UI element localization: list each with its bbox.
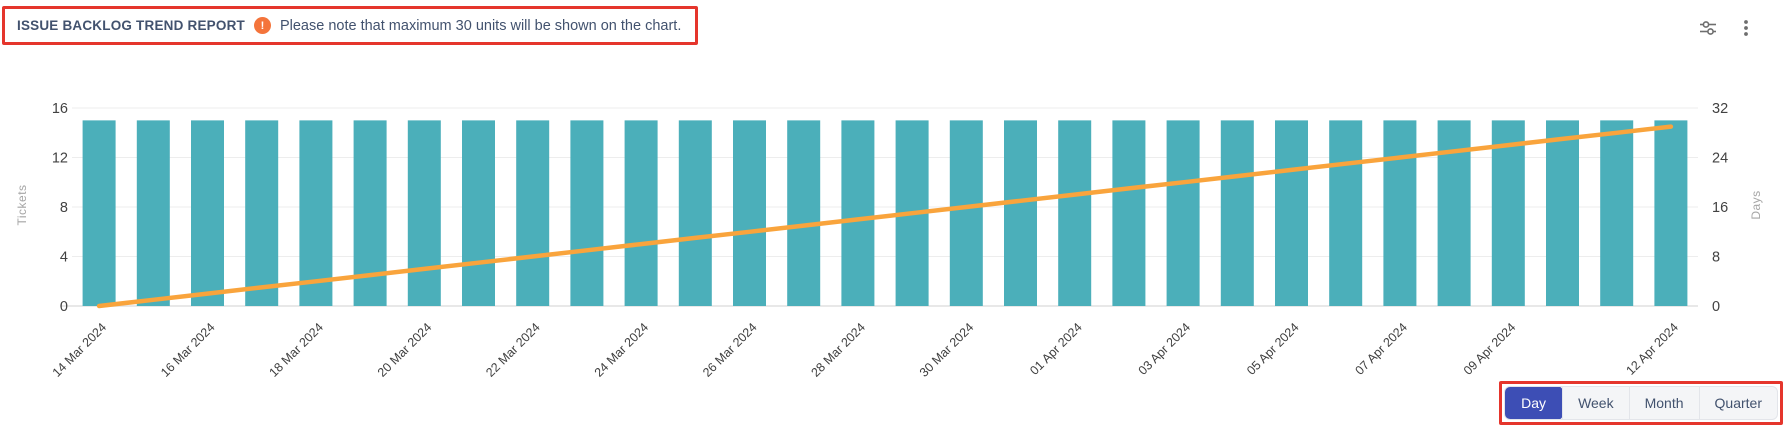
bar[interactable] [245,120,279,306]
bar[interactable] [733,120,766,306]
x-axis-label: 24 Mar 2024 [592,320,652,380]
x-axis-label: 03 Apr 2024 [1136,320,1194,378]
bar[interactable] [407,120,441,306]
left-axis-tick: 4 [60,250,68,266]
max-units-note: Please note that maximum 30 units will b… [279,17,682,34]
bar[interactable] [1383,120,1417,306]
trend-line [96,124,1674,309]
x-axis-label: 22 Mar 2024 [483,320,543,380]
x-axis-label: 18 Mar 2024 [266,320,326,380]
bar[interactable] [1112,120,1146,306]
bar[interactable] [1004,120,1037,306]
right-axis-tick: 16 [1712,200,1728,216]
annotation-title-box: ISSUE BACKLOG TREND REPORT ! Please note… [2,6,699,45]
page-title: ISSUE BACKLOG TREND REPORT [17,18,245,33]
x-axis-label: 20 Mar 2024 [375,320,435,380]
period-selector: Day Week Month Quarter [1504,386,1778,420]
x-axis-label: 09 Apr 2024 [1461,320,1519,378]
x-axis-label: 12 Apr 2024 [1623,320,1681,378]
kebab-menu-icon[interactable] [1734,16,1758,40]
left-axis-name: Tickets [15,184,29,225]
x-axis-label: 30 Mar 2024 [917,320,977,380]
annotation-period-box: Day Week Month Quarter [1499,381,1783,425]
x-axis-label: 28 Mar 2024 [808,320,868,380]
bar[interactable] [136,120,170,306]
bar[interactable] [624,120,658,306]
bar[interactable] [787,120,821,306]
x-axis-label: 05 Apr 2024 [1244,320,1302,378]
period-day-button[interactable]: Day [1505,387,1564,419]
period-quarter-button[interactable]: Quarter [1698,387,1777,419]
bar[interactable] [1329,120,1363,306]
bar[interactable] [678,120,712,306]
bar[interactable] [1166,120,1200,306]
left-axis-tick: 12 [52,151,68,167]
bar[interactable] [191,120,224,306]
period-week-button[interactable]: Week [1562,387,1629,419]
bar[interactable] [299,120,333,306]
right-axis-tick: 24 [1712,151,1728,167]
bar[interactable] [841,120,875,306]
bar[interactable] [1654,120,1688,306]
bar[interactable] [570,120,604,306]
alert-circle-icon: ! [253,17,271,34]
x-axis-label: 16 Mar 2024 [158,320,218,380]
left-axis-tick: 0 [60,299,68,315]
bar[interactable] [1546,120,1579,306]
right-axis-name: Days [1749,190,1763,219]
chart-toolbar [1696,16,1758,40]
x-axis-label: 14 Mar 2024 [50,320,110,380]
bar[interactable] [949,120,983,306]
right-axis-tick: 32 [1712,101,1728,117]
bar[interactable] [1058,120,1092,306]
right-axis-tick: 0 [1712,299,1720,315]
bar[interactable] [1220,120,1254,306]
x-axis-label: 01 Apr 2024 [1027,320,1085,378]
bar[interactable] [1275,120,1308,306]
bar[interactable] [462,120,495,306]
right-axis-tick: 8 [1712,250,1720,266]
period-month-button[interactable]: Month [1628,387,1699,419]
filter-sliders-icon[interactable] [1696,16,1720,40]
bar[interactable] [82,120,116,306]
left-axis-tick: 8 [60,200,68,216]
bar[interactable] [516,120,550,306]
bar[interactable] [1491,120,1525,306]
x-axis-label: 07 Apr 2024 [1352,320,1410,378]
bar[interactable] [1600,120,1634,306]
x-axis-label: 26 Mar 2024 [700,320,760,380]
left-axis-tick: 16 [52,101,68,117]
